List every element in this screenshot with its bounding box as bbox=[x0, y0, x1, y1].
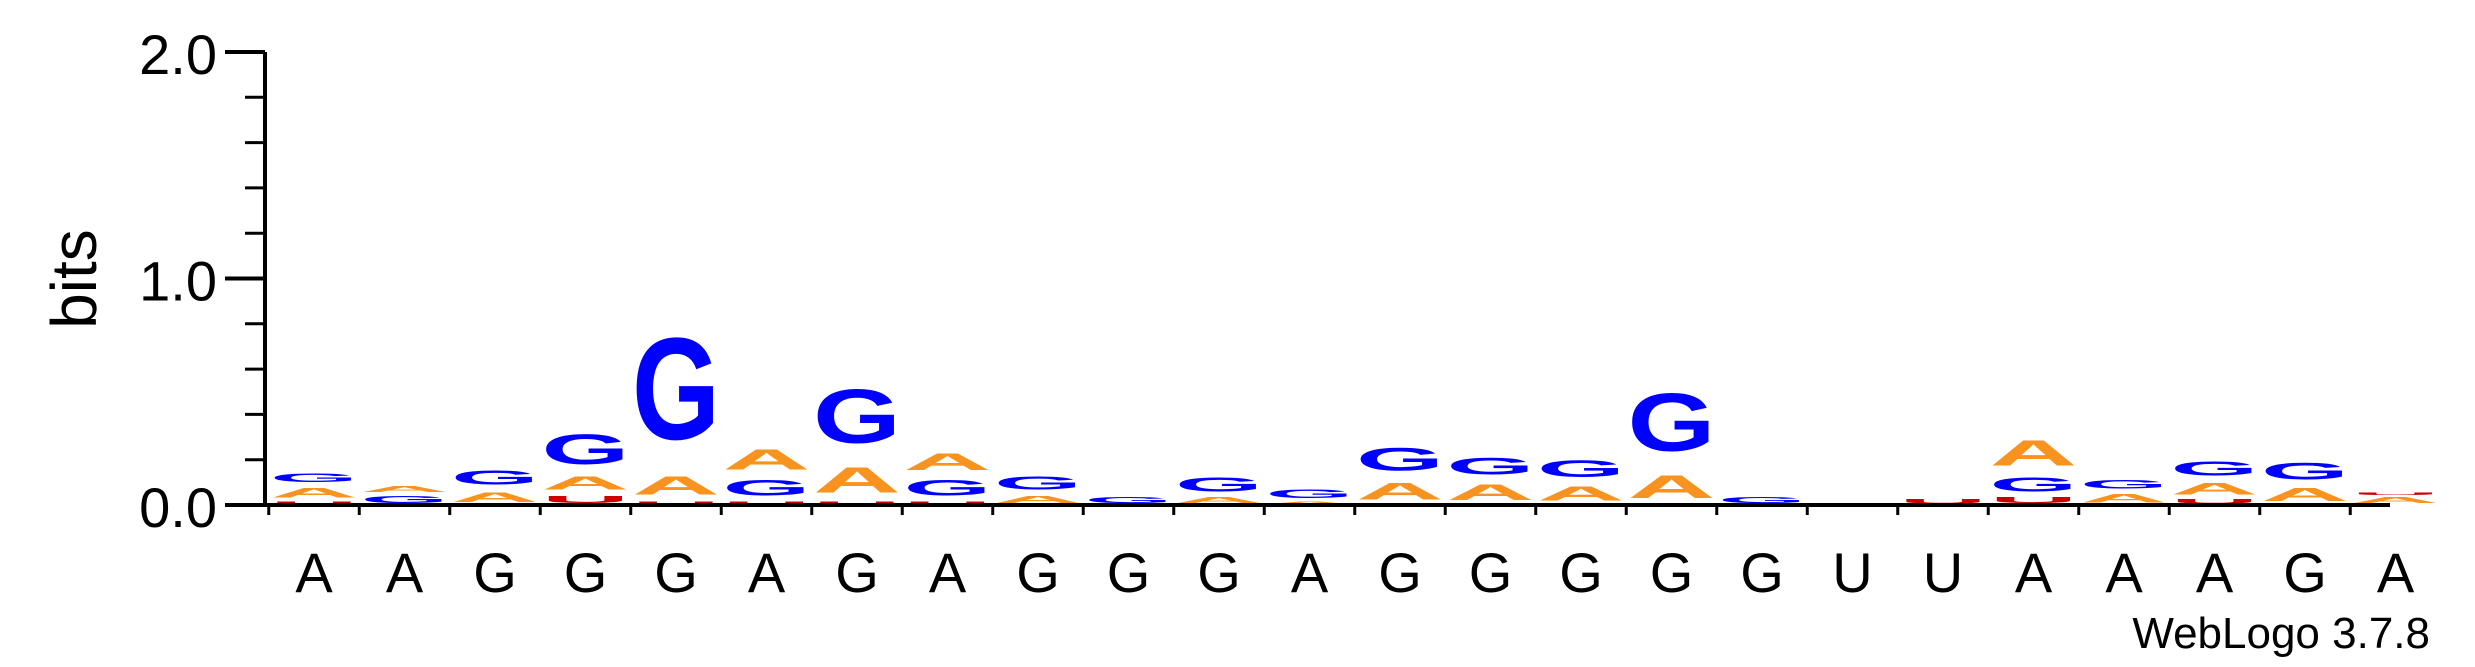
logo-letter: U bbox=[1899, 498, 1987, 505]
x-tick-label: G bbox=[1197, 541, 1241, 604]
logo-letter: A bbox=[2171, 480, 2259, 498]
logo-letter: G bbox=[813, 374, 901, 460]
x-tick-label: G bbox=[1650, 541, 1694, 604]
logo-letter: G bbox=[1175, 473, 1263, 496]
logo-letter: G bbox=[1447, 453, 1535, 480]
x-tick-label: U bbox=[1923, 541, 1963, 604]
logo-letter: A bbox=[723, 444, 811, 476]
logo-letter: U bbox=[270, 500, 358, 505]
logo-letter: U bbox=[632, 500, 720, 505]
logo-letter: G bbox=[542, 426, 630, 473]
logo-letter: A bbox=[541, 473, 629, 493]
x-tick-label: G bbox=[1378, 541, 1422, 604]
x-tick-label: G bbox=[835, 541, 879, 604]
logo-letter: G bbox=[270, 471, 358, 485]
logo-letter: A bbox=[994, 494, 1082, 505]
logo-letter: G bbox=[904, 476, 992, 501]
x-tick-label: A bbox=[386, 541, 424, 604]
y-axis-label: bits bbox=[38, 229, 110, 329]
logo-letter: U bbox=[813, 500, 901, 505]
logo-letter: G bbox=[361, 494, 449, 505]
logo-letter: U bbox=[1990, 496, 2078, 505]
logo-letter: A bbox=[1356, 478, 1444, 505]
logo-letter: U bbox=[904, 500, 992, 505]
logo-letter: U bbox=[2171, 498, 2259, 505]
x-tick-label: A bbox=[2196, 541, 2234, 604]
logo-letter: U bbox=[723, 500, 811, 505]
y-tick-label: 2.0 bbox=[139, 23, 217, 86]
logo-letter: A bbox=[813, 460, 901, 500]
logo-letter: A bbox=[1990, 433, 2078, 473]
logo-letter: G bbox=[451, 467, 539, 490]
logo-letter: A bbox=[903, 448, 991, 475]
logo-letter: A bbox=[1537, 482, 1625, 505]
logo-letter: G bbox=[1537, 455, 1625, 482]
logo-letter: G bbox=[723, 476, 811, 501]
logo-letter: G bbox=[1085, 496, 1173, 505]
logo-letter: G bbox=[1990, 473, 2078, 496]
y-tick-label: 0.0 bbox=[139, 476, 217, 539]
y-axis: 0.0 1.0 2.0 bits bbox=[38, 23, 267, 539]
x-tick-label: G bbox=[1016, 541, 1060, 604]
y-tick-label: 1.0 bbox=[139, 250, 217, 313]
logo-letter: A bbox=[2352, 496, 2440, 505]
logo-letter: G bbox=[1356, 442, 1444, 478]
x-tick-label: G bbox=[654, 541, 698, 604]
logo-letter: A bbox=[1266, 500, 1354, 505]
x-tick-label: G bbox=[1107, 541, 1151, 604]
logo-letter: G bbox=[1718, 496, 1806, 505]
x-tick-label: G bbox=[1559, 541, 1603, 604]
logo-letter: U bbox=[2352, 491, 2440, 496]
logo-letter: G bbox=[2261, 458, 2349, 485]
x-tick-label: A bbox=[2377, 541, 2415, 604]
x-tick-label: U bbox=[1832, 541, 1872, 604]
x-tick-label: G bbox=[1469, 541, 1513, 604]
logo-letter: A bbox=[632, 471, 720, 501]
x-tick-label: G bbox=[1740, 541, 1784, 604]
logo-letter: G bbox=[632, 307, 720, 470]
logo-letter: G bbox=[994, 473, 1082, 493]
logo-letter: G bbox=[2171, 457, 2259, 480]
x-tick-label: G bbox=[2283, 541, 2327, 604]
logo-letter: G bbox=[1628, 376, 1716, 469]
weblogo-credit: WebLogo 3.7.8 bbox=[2132, 609, 2430, 658]
x-tick-label: G bbox=[473, 541, 517, 604]
logo-letter: A bbox=[2080, 492, 2168, 505]
x-tick-label: A bbox=[2015, 541, 2053, 604]
x-tick-label: A bbox=[2105, 541, 2143, 604]
logo-letter: U bbox=[542, 494, 630, 505]
logo-letter: A bbox=[1447, 480, 1535, 505]
logo-letter: G bbox=[1266, 487, 1354, 501]
logo-letter: A bbox=[1175, 496, 1263, 505]
logo-letter: A bbox=[270, 485, 358, 501]
x-tick-label: A bbox=[748, 541, 786, 604]
logo-letter: A bbox=[2261, 485, 2349, 505]
x-tick-label: A bbox=[929, 541, 967, 604]
x-tick-label: A bbox=[1291, 541, 1329, 604]
logo-letter: A bbox=[451, 489, 539, 505]
logo-letter: G bbox=[2080, 478, 2168, 492]
x-tick-label: G bbox=[564, 541, 608, 604]
x-tick-label: A bbox=[295, 541, 333, 604]
logo-letter: A bbox=[1628, 468, 1716, 504]
logo-letter: A bbox=[361, 485, 449, 494]
